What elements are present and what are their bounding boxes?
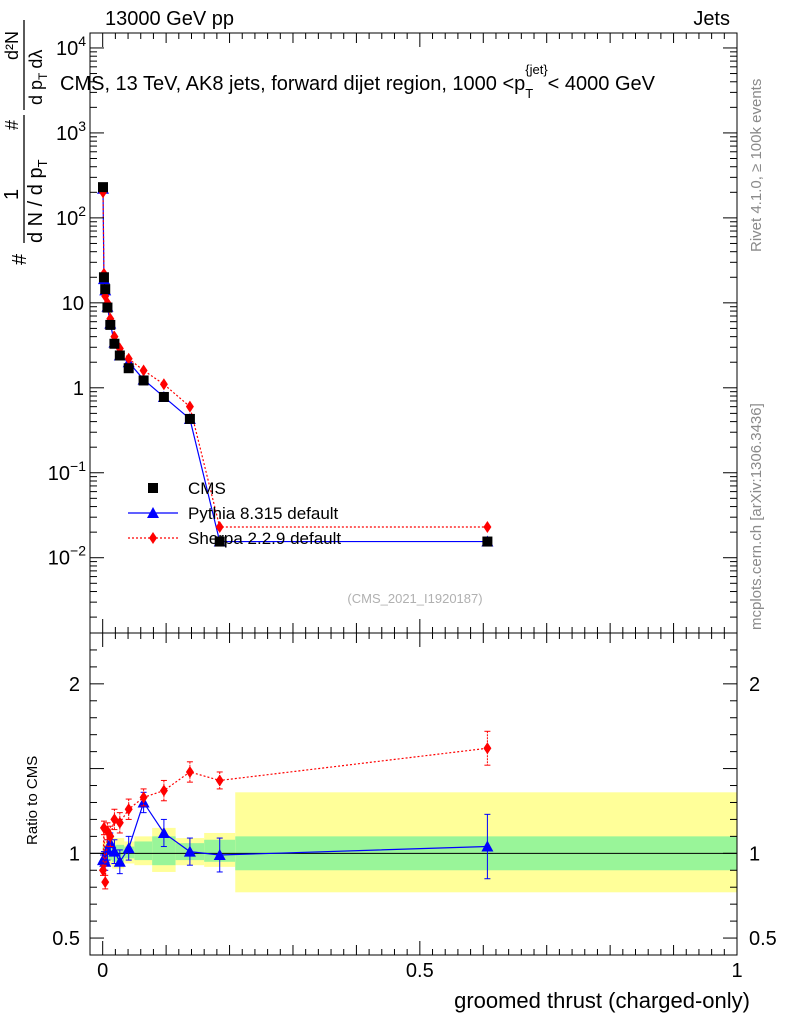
ratio-point-pythia xyxy=(108,845,121,857)
ratio-y-tick-label-right: 2 xyxy=(749,674,760,696)
legend-marker xyxy=(149,532,157,544)
ratio-point-pythia xyxy=(157,826,170,838)
main-frame-bg xyxy=(90,33,737,633)
ylabel-den-right: d pTdλ xyxy=(26,50,50,105)
data-point-cms xyxy=(138,375,149,386)
ratio-point-pythia xyxy=(99,855,112,867)
ratio-point-sherpa xyxy=(139,791,148,804)
data-point-cms xyxy=(184,413,195,424)
data-point-sherpa xyxy=(124,352,133,365)
ratio-point-sherpa xyxy=(483,742,492,755)
data-point-sherpa xyxy=(139,364,148,377)
main-series-group xyxy=(97,182,494,547)
y-tick-label: 102 xyxy=(56,203,86,230)
ratio-point-sherpa xyxy=(159,784,168,797)
ratio-frame xyxy=(89,632,738,956)
data-point-cms xyxy=(123,363,134,374)
data-point-cms xyxy=(109,338,120,349)
ratio-point-sherpa xyxy=(101,876,110,889)
y-tick-label: 10−2 xyxy=(48,543,86,570)
y-tick-label: 10−1 xyxy=(48,458,86,485)
ylabel-hash-left: # xyxy=(9,253,31,265)
legend-label: Sherpa 2.2.9 default xyxy=(188,529,341,548)
ratio-y-tick-label-left: 0.5 xyxy=(52,928,80,950)
ratio-point-pythia xyxy=(113,855,126,867)
data-point-sherpa xyxy=(483,520,492,533)
x-axis-label: groomed thrust (charged-only) xyxy=(454,988,750,1013)
x-tick-label: 0.5 xyxy=(406,960,434,982)
ylabel-num-left: 1 xyxy=(1,189,23,200)
data-point-cms xyxy=(105,319,116,330)
ratio-point-pythia xyxy=(213,849,226,861)
band-inner xyxy=(134,841,153,861)
x-tick-label: 0 xyxy=(97,960,108,982)
data-point-cms xyxy=(158,391,169,402)
y-tick-label: 10 xyxy=(62,293,84,315)
rivet-version-label: Rivet 4.1.0, ≥ 100k events xyxy=(748,78,765,252)
data-point-cms xyxy=(114,350,125,361)
ylabel-hash-right: # xyxy=(2,120,22,130)
data-point-sherpa xyxy=(215,520,224,533)
ylabel-den-left: d N / d pT xyxy=(25,159,50,243)
ratio-point-pythia xyxy=(122,842,135,854)
ratio-series-group xyxy=(97,730,494,890)
legend-label: Pythia 8.315 default xyxy=(188,504,339,523)
ratio-y-tick-label-left: 2 xyxy=(69,674,80,696)
y-tick-label: 103 xyxy=(56,118,86,145)
ratio-point-pythia xyxy=(183,845,196,857)
legend-marker xyxy=(148,483,158,493)
ratio-y-tick-label-left: 1 xyxy=(69,843,80,865)
ratio-point-pythia xyxy=(481,840,494,852)
x-tick-label: 1 xyxy=(731,960,742,982)
ratio-y-tick-label-right: 0.5 xyxy=(749,928,777,950)
ratio-point-sherpa xyxy=(124,803,133,816)
mcplots-reference-label: mcplots.cern.ch [arXiv:1306.3436] xyxy=(748,403,765,630)
band-inner xyxy=(152,836,176,866)
header-energy-label: 13000 GeV pp xyxy=(105,8,234,30)
ratio-point-sherpa xyxy=(215,774,224,787)
data-point-cms xyxy=(214,536,225,547)
axes-group: 10−2 10−1 1 10 102 103 104 0 0.5 1 0.5 0.5 1 1 2 2 xyxy=(48,32,777,982)
legend-marker xyxy=(147,507,159,518)
y-tick-label: 104 xyxy=(56,33,86,60)
y-tick-label: 1 xyxy=(73,378,84,400)
data-point-cms xyxy=(102,302,113,313)
data-point-cms xyxy=(98,182,109,193)
legend-label: CMS xyxy=(188,479,226,498)
data-point-cms xyxy=(482,536,493,547)
plot-title: CMS, 13 TeV, AK8 jets, forward dijet reg… xyxy=(60,62,656,101)
ratio-point-sherpa xyxy=(115,816,124,829)
ratio-point-sherpa xyxy=(185,765,194,778)
data-point-cms xyxy=(98,272,109,283)
header-process-label: Jets xyxy=(693,8,730,30)
analysis-watermark: (CMS_2021_I1920187) xyxy=(347,591,482,606)
data-point-sherpa xyxy=(159,378,168,391)
ylabel-num-right: d²N xyxy=(2,31,22,60)
legend: CMS Pythia 8.315 default Sherpa 2.2.9 defa… xyxy=(128,479,341,548)
data-point-cms xyxy=(100,284,111,295)
main-panel xyxy=(90,33,737,633)
ratio-point-sherpa xyxy=(99,864,108,877)
ratio-y-tick-label-right: 1 xyxy=(749,843,760,865)
data-point-sherpa xyxy=(185,400,194,413)
main-y-axis-label: # 1 d N / d pT # d²N d pTdλ xyxy=(1,20,50,265)
ratio-y-axis-label: Ratio to CMS xyxy=(24,756,41,845)
ratio-point-sherpa xyxy=(106,830,115,843)
